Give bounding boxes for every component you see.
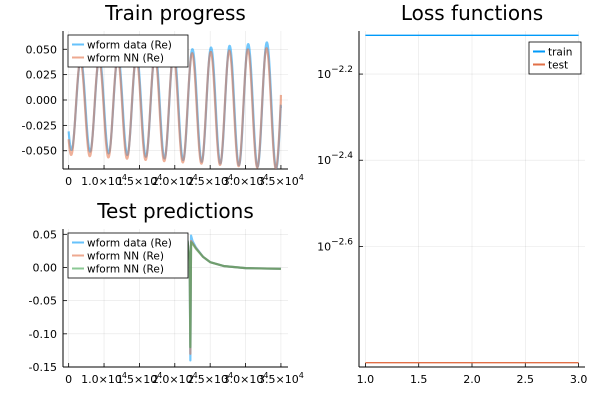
- y-tick-label: -0.05: [29, 295, 57, 308]
- x-tick-mantissa: 3.0×10: [223, 175, 264, 188]
- x-tick-mantissa: 3.0×10: [223, 373, 264, 386]
- x-tick-exponent: 4: [157, 173, 162, 182]
- x-tick-mantissa: 3.5×10: [258, 175, 299, 188]
- legend-label: wform NN (Re): [87, 264, 164, 276]
- legend-label: test: [548, 60, 568, 72]
- x-tick-label: 1.0: [357, 373, 375, 386]
- y-tick-label: 0.05: [33, 228, 58, 241]
- legend: wform data (Re)wform NN (Re)wform NN (Re…: [67, 232, 189, 279]
- x-tick-exponent: 4: [228, 173, 233, 182]
- x-tick-mantissa: 1.5×10: [117, 373, 158, 386]
- legend-label: wform NN (Re): [87, 251, 164, 263]
- x-tick-label: 2.0×104: [152, 371, 198, 386]
- grid: [359, 31, 585, 367]
- x-tick-mantissa: 1.0×10: [81, 373, 122, 386]
- x-tick-mantissa: 3.5×10: [258, 373, 299, 386]
- x-tick-mantissa: 2.5×10: [187, 373, 228, 386]
- x-tick-exponent: 4: [263, 371, 268, 380]
- x-tick-mantissa: 0: [65, 373, 72, 386]
- x-tick-mantissa: 0: [65, 175, 72, 188]
- x-tick-label: 2.0: [463, 373, 481, 386]
- y-tick-label: -0.10: [29, 328, 57, 341]
- legend-label: train: [548, 47, 572, 59]
- x-tick-exponent: 4: [193, 371, 198, 380]
- y-tick-label: 10−2.2: [317, 65, 353, 81]
- y-tick-label: 0.050: [26, 43, 58, 56]
- x-tick-label: 0: [65, 373, 72, 386]
- y-tick-label: 0.00: [33, 261, 58, 274]
- x-tick-label: 3.0×104: [223, 371, 269, 386]
- x-tick-exponent: 4: [122, 173, 127, 182]
- y-tick-label: -0.025: [22, 119, 57, 132]
- x-tick-label: 3.0: [570, 373, 588, 386]
- legend-box: [67, 232, 189, 279]
- legend-box: [528, 41, 582, 75]
- legend-label: wform NN (Re): [87, 53, 164, 65]
- x-tick-label: 1.5×104: [117, 371, 163, 386]
- x-tick-label: 0: [65, 175, 72, 188]
- x-tick-exponent: 4: [157, 371, 162, 380]
- legend-label: wform data (Re): [87, 238, 172, 250]
- x-tick-label: 3.0×104: [223, 173, 269, 188]
- y-tick-label: 10−2.6: [317, 237, 353, 253]
- x-tick-label: 2.5×104: [187, 173, 233, 188]
- x-tick-label: 2.0×104: [152, 173, 198, 188]
- y-tick-mantissa: 10: [317, 68, 331, 81]
- y-tick-label: 10−2.4: [317, 151, 353, 167]
- x-tick-label: 1.0×104: [81, 371, 127, 386]
- plot-area: [365, 34, 579, 364]
- y-tick-exponent: −2.6: [331, 237, 353, 247]
- y-tick-label: -0.050: [22, 145, 57, 158]
- y-tick-label: 0.025: [26, 69, 58, 82]
- x-tick-exponent: 4: [263, 173, 268, 182]
- chart-title: Loss functions: [401, 1, 543, 25]
- x-tick-exponent: 4: [228, 371, 233, 380]
- x-tick-label: 1.5: [410, 373, 428, 386]
- x-tick-label: 3.5×104: [258, 371, 304, 386]
- x-tick-label: 1.5×104: [117, 173, 163, 188]
- x-tick-exponent: 4: [193, 173, 198, 182]
- x-tick-label: 2.5×104: [187, 371, 233, 386]
- y-tick-exponent: −2.4: [331, 151, 353, 161]
- x-tick-mantissa: 2.0×10: [152, 373, 193, 386]
- x-tick-mantissa: 1.5×10: [117, 175, 158, 188]
- y-tick-label: -0.15: [29, 361, 57, 374]
- y-tick-mantissa: 10: [317, 154, 331, 167]
- chart-title: Test predictions: [96, 199, 254, 223]
- y-tick-mantissa: 10: [317, 240, 331, 253]
- x-tick-exponent: 4: [122, 371, 127, 380]
- legend: wform data (Re)wform NN (Re): [67, 34, 189, 68]
- x-tick-mantissa: 2.5×10: [187, 175, 228, 188]
- chart-title: Train progress: [104, 1, 246, 25]
- y-tick-label: 0.000: [26, 94, 58, 107]
- x-tick-label: 1.0×104: [81, 173, 127, 188]
- x-tick-exponent: 4: [299, 371, 304, 380]
- x-tick-mantissa: 1.0×10: [81, 175, 122, 188]
- x-tick-exponent: 4: [299, 173, 304, 182]
- y-tick-exponent: −2.2: [331, 65, 353, 75]
- legend-box: [67, 34, 189, 68]
- x-tick-label: 2.5: [517, 373, 535, 386]
- x-tick-mantissa: 2.0×10: [152, 175, 193, 188]
- legend-label: wform data (Re): [87, 40, 172, 52]
- x-tick-label: 3.5×104: [258, 173, 304, 188]
